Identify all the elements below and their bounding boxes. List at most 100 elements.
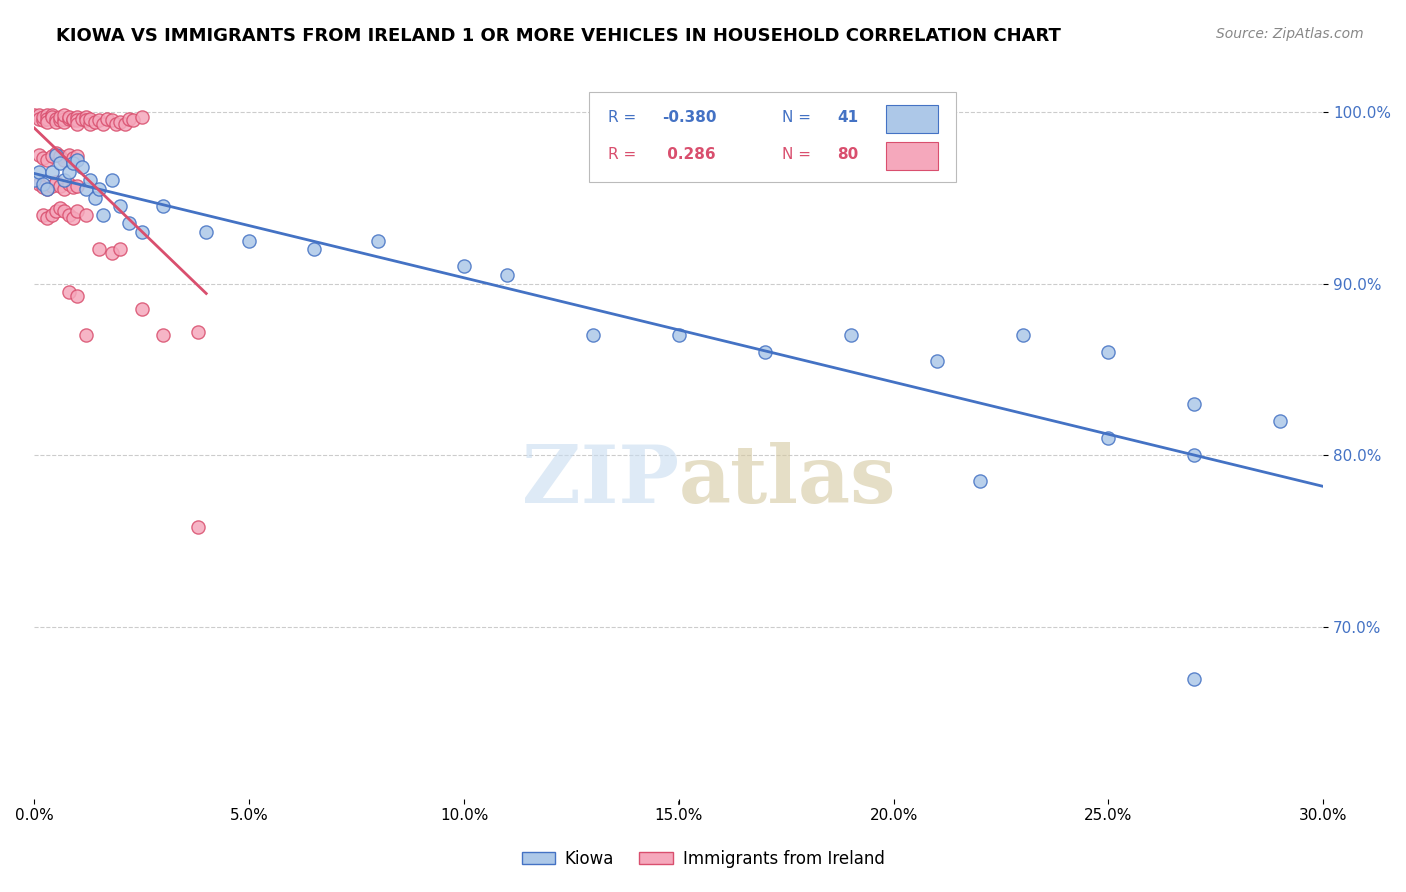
FancyBboxPatch shape [886, 105, 938, 133]
Point [45, 147, 67, 161]
Point [96, 112, 118, 126]
Point [1182, 397, 1205, 411]
Point [58, 208, 80, 222]
Point [75, 113, 97, 128]
Text: R =: R = [607, 147, 641, 162]
Point [66, 117, 89, 131]
Point [114, 117, 136, 131]
Point [75, 328, 97, 343]
Point [131, 110, 153, 124]
Point [152, 328, 174, 343]
Point [62, 211, 84, 226]
Text: 80: 80 [838, 147, 859, 162]
Point [58, 110, 80, 124]
Point [58, 165, 80, 179]
Point [32, 208, 55, 222]
Point [1097, 431, 1119, 445]
Point [37, 115, 59, 129]
Point [32, 110, 55, 124]
Point [118, 216, 141, 230]
Point [118, 112, 141, 126]
Point [41, 178, 63, 193]
Point [1182, 672, 1205, 686]
Point [45, 115, 67, 129]
Point [1270, 414, 1292, 428]
Text: 41: 41 [838, 110, 859, 125]
Text: ZIP: ZIP [522, 442, 679, 520]
Point [41, 165, 63, 179]
Point [91, 117, 114, 131]
Point [32, 180, 55, 194]
Text: 0.286: 0.286 [662, 147, 716, 162]
Point [37, 112, 59, 126]
Point [45, 112, 67, 126]
Point [66, 204, 89, 219]
Point [62, 180, 84, 194]
Point [187, 520, 209, 534]
Point [28, 112, 51, 126]
Point [496, 268, 519, 282]
Point [87, 242, 110, 256]
Point [22, 173, 45, 187]
Text: -0.380: -0.380 [662, 110, 717, 125]
Point [49, 156, 72, 170]
Point [110, 115, 132, 129]
Point [22, 108, 45, 122]
Point [41, 110, 63, 124]
Point [925, 354, 948, 368]
Point [28, 108, 51, 122]
Point [131, 225, 153, 239]
Point [66, 149, 89, 163]
Point [187, 325, 209, 339]
Text: Source: ZipAtlas.com: Source: ZipAtlas.com [1216, 27, 1364, 41]
Point [37, 182, 59, 196]
Text: atlas: atlas [679, 442, 896, 520]
Point [75, 110, 97, 124]
Point [49, 113, 72, 128]
Point [79, 117, 101, 131]
Point [45, 146, 67, 161]
Point [37, 182, 59, 196]
Point [70, 160, 93, 174]
Point [110, 199, 132, 213]
Point [41, 208, 63, 222]
Point [28, 147, 51, 161]
Point [302, 242, 325, 256]
Point [66, 288, 89, 302]
Point [32, 151, 55, 165]
Point [58, 285, 80, 299]
Point [53, 115, 76, 129]
Point [37, 211, 59, 226]
Point [79, 112, 101, 126]
Point [32, 113, 55, 128]
Point [58, 147, 80, 161]
Point [122, 113, 145, 128]
Point [79, 173, 101, 187]
Point [131, 302, 153, 317]
Point [453, 260, 475, 274]
Point [62, 112, 84, 126]
Point [45, 175, 67, 189]
Point [1011, 328, 1033, 343]
Point [62, 151, 84, 165]
Point [49, 110, 72, 124]
FancyBboxPatch shape [886, 143, 938, 170]
Point [58, 112, 80, 126]
Point [100, 245, 122, 260]
Point [969, 474, 991, 488]
Point [37, 108, 59, 122]
Point [53, 153, 76, 167]
Point [41, 108, 63, 122]
Point [238, 234, 260, 248]
Point [66, 110, 89, 124]
Legend: Kiowa, Immigrants from Ireland: Kiowa, Immigrants from Ireland [515, 844, 891, 875]
Point [668, 328, 690, 343]
Point [62, 113, 84, 128]
Point [41, 149, 63, 163]
Point [66, 153, 89, 167]
Point [152, 199, 174, 213]
Text: N =: N = [782, 147, 815, 162]
Point [66, 178, 89, 193]
Point [53, 112, 76, 126]
Point [367, 234, 389, 248]
